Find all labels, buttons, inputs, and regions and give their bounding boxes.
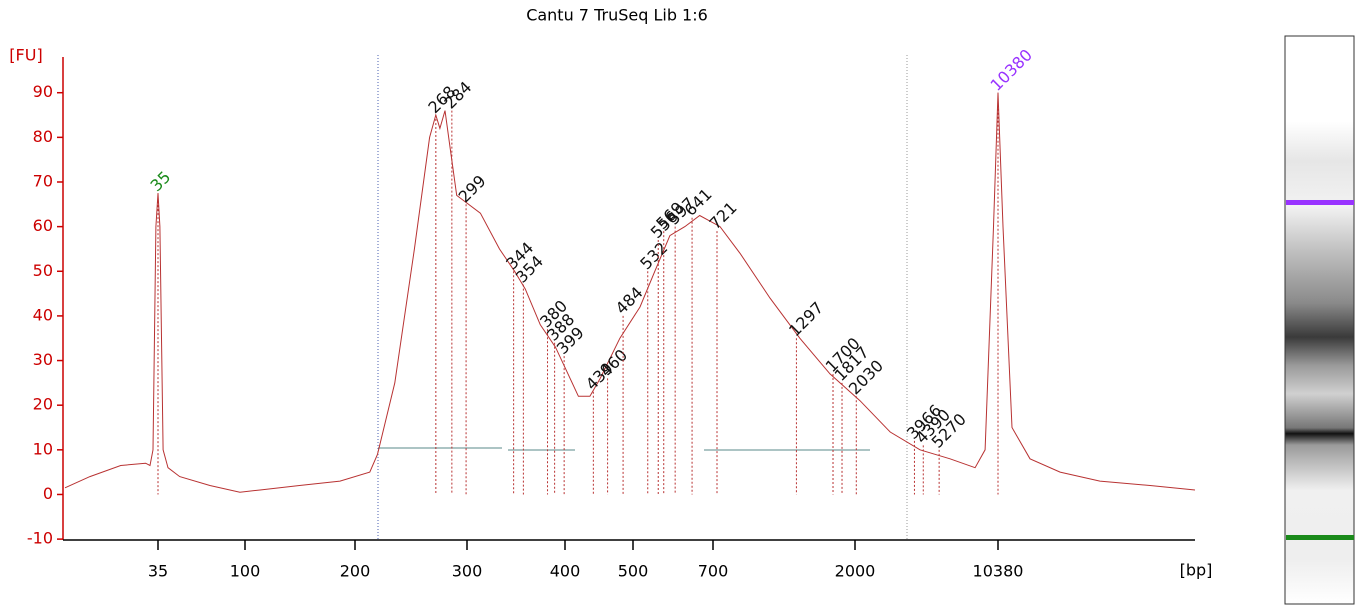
x-tick-label: 35: [148, 562, 168, 581]
lower-marker-band: [1286, 535, 1354, 540]
y-tick-label: 90: [33, 82, 53, 101]
x-tick-label: 300: [452, 562, 483, 581]
y-tick-label: 20: [33, 395, 53, 414]
electropherogram-trace: [64, 92, 1196, 493]
y-tick-label: 30: [33, 350, 53, 369]
y-tick-label: 80: [33, 127, 53, 146]
x-tick-label: 400: [550, 562, 581, 581]
x-axis-label: [bp]: [1180, 561, 1213, 580]
peak-label: 1297: [785, 298, 827, 340]
y-tick-label: -10: [27, 529, 53, 548]
peak-label: 299: [455, 171, 490, 206]
gel-lane: [1284, 35, 1355, 605]
x-tick-label: 10380: [973, 562, 1024, 581]
peak-label: 10380: [987, 45, 1036, 94]
x-tick-label: 2000: [835, 562, 876, 581]
x-tick-label: 700: [698, 562, 729, 581]
x-tick-label: 500: [618, 562, 649, 581]
y-tick-label: 0: [43, 484, 53, 503]
y-tick-label: 60: [33, 216, 53, 235]
upper-marker-band: [1286, 200, 1354, 205]
peak-label: 721: [706, 198, 741, 233]
peak-label: 484: [612, 283, 647, 318]
x-tick-label: 100: [230, 562, 261, 581]
chart-title: Cantu 7 TruSeq Lib 1:6: [526, 6, 708, 25]
y-tick-label: 50: [33, 261, 53, 280]
y-tick-label: 40: [33, 305, 53, 324]
peak-label: 35: [147, 167, 175, 195]
x-tick-label: 200: [340, 562, 371, 581]
y-tick-label: 70: [33, 171, 53, 190]
y-axis-label: [FU]: [9, 46, 42, 65]
y-tick-label: 10: [33, 439, 53, 458]
